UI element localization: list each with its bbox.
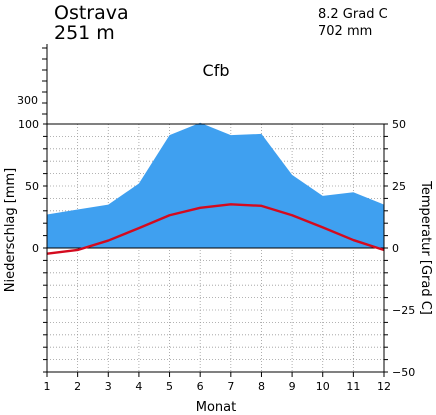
x-tick-label: 7	[227, 380, 234, 393]
x-tick-label: 2	[74, 380, 81, 393]
axes	[43, 123, 388, 373]
x-tick-label: 11	[346, 380, 360, 393]
x-tick-label: 4	[135, 380, 142, 393]
precipitation-area	[47, 122, 384, 248]
left-tick-label: 100	[18, 118, 39, 131]
temperature-line	[46, 203, 385, 255]
extension-tick-label: 300	[17, 94, 38, 107]
left-axis-ticks: 0 50 100	[18, 118, 39, 255]
x-tick-label: 9	[289, 380, 296, 393]
x-tick-label: 1	[44, 380, 51, 393]
temperature-series	[46, 203, 385, 255]
mean-temperature-label: 8.2 Grad C	[318, 7, 388, 22]
right-tick-label: −25	[392, 304, 415, 317]
x-tick-label: 5	[166, 380, 173, 393]
precipitation-extension-axis: 300	[17, 44, 48, 124]
x-tick-label: 8	[258, 380, 265, 393]
x-axis-ticks: 1 2 3 4 5 6 7 8 9 10 11 12	[44, 372, 391, 393]
x-tick-label: 10	[316, 380, 330, 393]
x-tick-label: 12	[377, 380, 391, 393]
x-axis-label: Monat	[196, 400, 236, 415]
right-axis-label: Temperatur [Grad C]	[418, 180, 433, 315]
location-name: Ostrava	[54, 2, 129, 24]
elevation-label: 251 m	[54, 22, 115, 44]
right-tick-label: 25	[392, 180, 406, 193]
x-tick-label: 3	[105, 380, 112, 393]
right-tick-label: −50	[392, 366, 415, 379]
annual-precipitation-label: 702 mm	[318, 24, 372, 39]
right-tick-label: 50	[392, 118, 406, 131]
left-axis-label: Niederschlag [mm]	[3, 168, 18, 293]
right-axis-ticks: −50 −25 0 25 50	[392, 118, 415, 379]
precipitation-series	[47, 122, 384, 248]
x-tick-label: 6	[197, 380, 204, 393]
left-tick-label: 50	[25, 180, 39, 193]
climate-class-label: Cfb	[203, 61, 230, 80]
left-tick-label: 0	[32, 242, 39, 255]
right-tick-label: 0	[392, 242, 399, 255]
